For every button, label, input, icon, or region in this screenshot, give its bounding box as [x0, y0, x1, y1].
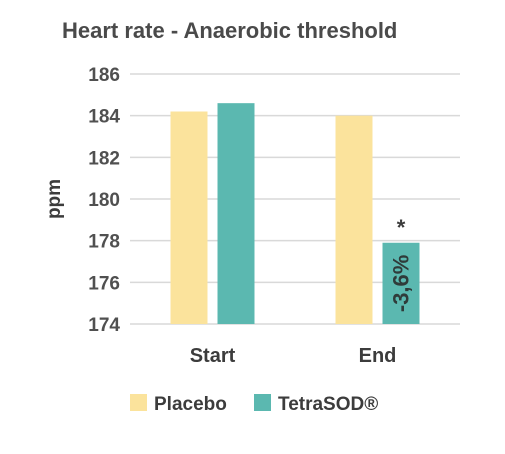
x-axis-categories: Start End	[190, 345, 397, 367]
y-tick-label: 174	[88, 315, 120, 336]
legend: Placebo TetraSOD®	[130, 394, 378, 415]
y-tick-label: 180	[88, 190, 120, 211]
y-tick-label: 184	[88, 107, 120, 128]
y-tick-label: 178	[88, 232, 120, 253]
significance-star: *	[397, 215, 406, 240]
y-tick-label: 176	[88, 273, 120, 294]
bar-start-0	[170, 111, 208, 324]
legend-label: TetraSOD®	[278, 394, 378, 415]
chart-title: Heart rate - Anaerobic threshold	[62, 18, 397, 43]
legend-label: Placebo	[154, 394, 227, 415]
legend-swatch	[130, 394, 147, 411]
y-axis-ticks: 174 176 178 180 182 184 186	[88, 65, 120, 336]
bar-end-0	[335, 115, 373, 325]
bars	[170, 103, 420, 325]
annotations: -3,6% *	[389, 215, 414, 312]
y-axis-label: ppm	[44, 179, 65, 219]
percent-change-label: -3,6%	[389, 255, 414, 312]
bar-end-1	[382, 242, 420, 324]
y-tick-label: 186	[88, 65, 120, 86]
bar-start-1	[217, 103, 255, 325]
y-tick-label: 182	[88, 148, 120, 169]
x-category-label: End	[359, 345, 397, 367]
x-category-label: Start	[190, 345, 236, 367]
legend-swatch	[254, 394, 271, 411]
